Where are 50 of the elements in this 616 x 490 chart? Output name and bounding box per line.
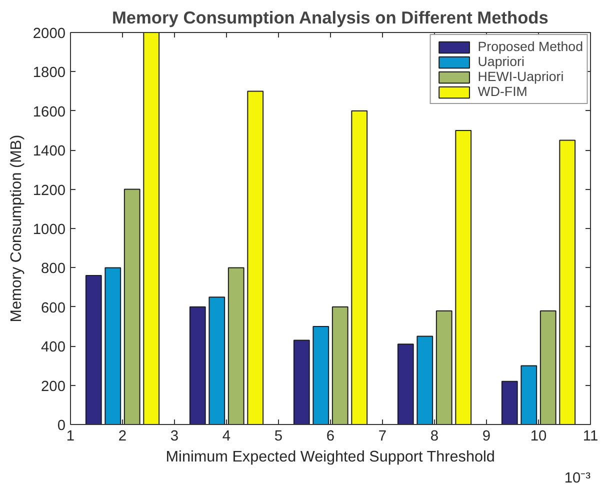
bar bbox=[351, 110, 368, 424]
legend-label: WD-FIM bbox=[478, 84, 528, 99]
text: 10⁻³ bbox=[564, 470, 591, 486]
x-tick-label: 7 bbox=[378, 428, 387, 444]
y-tick-label: 1000 bbox=[32, 222, 66, 238]
x-tick-label: 5 bbox=[274, 428, 283, 444]
x-tick-label: 4 bbox=[222, 428, 231, 444]
x-tick-label: 8 bbox=[430, 428, 439, 444]
y-axis-title: Memory Consumption (MB) bbox=[8, 134, 25, 322]
y-tick-label: 800 bbox=[41, 261, 66, 278]
y-tick-label: 1800 bbox=[32, 65, 66, 82]
chart-title: Memory Consumption Analysis on Different Methods bbox=[112, 8, 548, 28]
bar bbox=[189, 306, 206, 424]
bar bbox=[455, 130, 472, 424]
bar bbox=[559, 140, 576, 424]
bar bbox=[143, 32, 160, 424]
bar bbox=[436, 310, 452, 424]
bar bbox=[228, 267, 244, 424]
bar bbox=[208, 296, 226, 424]
y-tick-label: 600 bbox=[41, 300, 66, 316]
bar bbox=[104, 267, 122, 424]
y-tick-label: 0 bbox=[57, 418, 66, 434]
bar bbox=[540, 310, 556, 424]
bar bbox=[397, 344, 414, 424]
bar bbox=[85, 275, 102, 424]
legend-label: Proposed Method bbox=[478, 39, 583, 54]
y-tick-label: 400 bbox=[41, 340, 66, 356]
x-tick-label: 3 bbox=[170, 428, 179, 444]
x-tick-label: 2 bbox=[118, 428, 127, 444]
bar bbox=[293, 340, 310, 424]
x-tick-label: 1 bbox=[66, 428, 75, 444]
x-tick-label: 6 bbox=[326, 428, 335, 444]
x-tick-label: 9 bbox=[482, 428, 491, 444]
y-tick-label: 1200 bbox=[32, 182, 66, 199]
y-tick-label: 1400 bbox=[32, 144, 66, 160]
bar bbox=[520, 365, 538, 424]
bar bbox=[332, 306, 348, 424]
bar bbox=[247, 90, 264, 424]
bar bbox=[312, 326, 330, 424]
x-tick-label: 10 bbox=[530, 428, 547, 444]
legend-label: HEWI-Uapriori bbox=[478, 69, 564, 84]
legend-label: Uapriori bbox=[478, 54, 524, 69]
bar bbox=[416, 336, 434, 424]
y-tick-label: 1600 bbox=[32, 104, 66, 120]
y-tick-label: 200 bbox=[41, 378, 66, 395]
x-axis-title: Minimum Expected Weighted Support Threshold bbox=[166, 448, 495, 466]
bar bbox=[501, 380, 518, 424]
y-tick-label: 2000 bbox=[32, 26, 66, 42]
bar bbox=[124, 188, 140, 424]
x-tick-label: 11 bbox=[582, 428, 598, 444]
